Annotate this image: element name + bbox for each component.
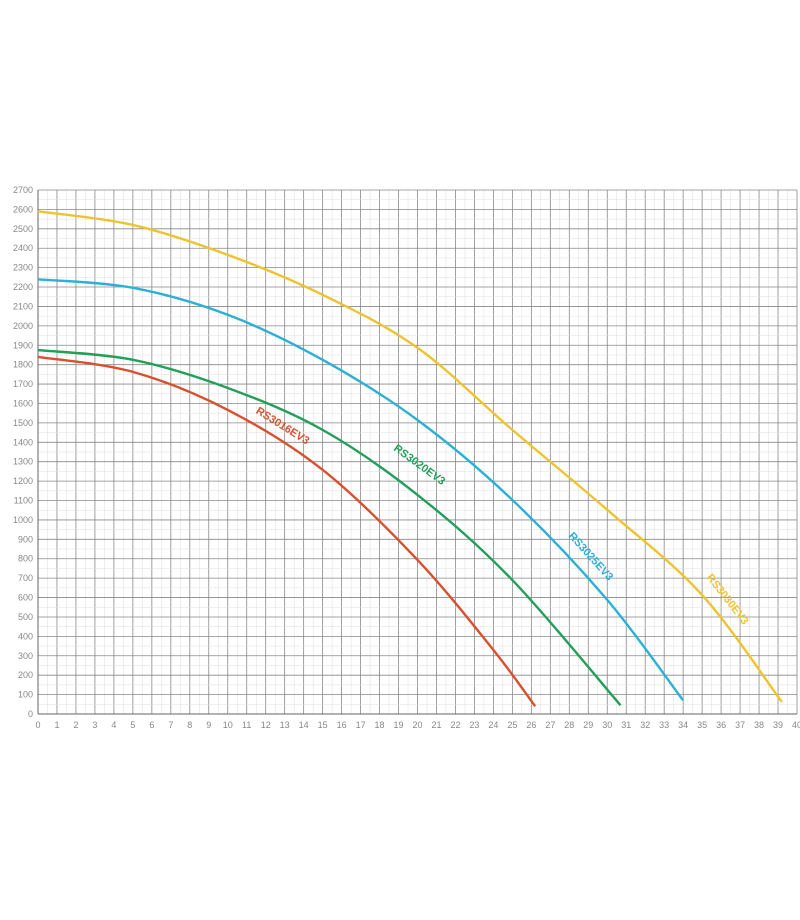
x-tick-label: 26 (526, 720, 536, 730)
y-tick-label: 1700 (13, 379, 33, 389)
x-tick-label: 21 (431, 720, 441, 730)
y-tick-label: 600 (18, 593, 33, 603)
x-tick-label: 37 (735, 720, 745, 730)
x-tick-label: 8 (187, 720, 192, 730)
x-tick-label: 6 (149, 720, 154, 730)
x-tick-label: 2 (73, 720, 78, 730)
series-label: RS3030EV3 (704, 572, 751, 627)
x-tick-label: 40 (792, 720, 800, 730)
x-tick-label: 11 (242, 720, 251, 730)
y-tick-label: 1500 (13, 418, 33, 428)
y-tick-label: 1600 (13, 398, 33, 408)
y-tick-label: 2500 (13, 224, 33, 234)
y-tick-label: 1100 (14, 496, 33, 506)
x-tick-label: 22 (450, 720, 460, 730)
x-tick-label: 15 (318, 720, 328, 730)
x-tick-label: 25 (507, 720, 517, 730)
x-tick-label: 12 (261, 720, 271, 730)
x-tick-label: 23 (469, 720, 479, 730)
y-tick-label: 1200 (13, 476, 33, 486)
x-tick-label: 20 (412, 720, 422, 730)
series-line-rs3020ev3 (37, 348, 622, 707)
y-tick-label: 100 (18, 690, 33, 700)
y-tick-label: 300 (18, 651, 33, 661)
x-tick-label: 35 (697, 720, 707, 730)
y-tick-label: 1000 (13, 515, 33, 525)
y-tick-label: 2400 (13, 243, 33, 253)
y-tick-label: 1900 (13, 340, 33, 350)
y-tick-label: 400 (18, 631, 33, 641)
x-tick-label: 14 (299, 720, 309, 730)
x-tick-label: 38 (754, 720, 764, 730)
y-tick-label: 0 (28, 709, 33, 719)
x-tick-label: 31 (621, 720, 631, 730)
x-tick-label: 1 (54, 720, 59, 730)
x-tick-label: 17 (356, 720, 366, 730)
y-tick-label: 2700 (13, 185, 33, 195)
x-tick-label: 39 (773, 720, 783, 730)
series-line-rs3025ev3 (37, 278, 685, 702)
x-tick-label: 24 (488, 720, 498, 730)
x-tick-label: 33 (659, 720, 669, 730)
x-tick-label: 29 (583, 720, 593, 730)
x-tick-label: 16 (337, 720, 347, 730)
y-tick-label: 1400 (13, 437, 33, 447)
x-tick-label: 34 (678, 720, 688, 730)
series-line-rs3016ev3 (37, 355, 537, 707)
y-tick-label: 200 (18, 670, 33, 680)
x-tick-label: 27 (545, 720, 555, 730)
x-tick-label: 32 (640, 720, 650, 730)
x-tick-label: 3 (92, 720, 97, 730)
y-tick-label: 2600 (13, 204, 33, 214)
x-tick-label: 13 (280, 720, 290, 730)
x-tick-label: 0 (35, 720, 40, 730)
x-tick-label: 4 (111, 720, 116, 730)
x-tick-label: 28 (564, 720, 574, 730)
x-tick-label: 10 (223, 720, 233, 730)
y-tick-label: 500 (18, 612, 33, 622)
x-tick-label: 19 (394, 720, 404, 730)
x-tick-label: 30 (602, 720, 612, 730)
x-tick-label: 7 (168, 720, 173, 730)
x-tick-label: 9 (206, 720, 211, 730)
y-tick-label: 800 (18, 554, 33, 564)
y-tick-label: 2300 (13, 263, 33, 273)
y-tick-label: 900 (18, 534, 33, 544)
series-label: RS3025EV3 (566, 530, 615, 583)
y-tick-label: 2000 (13, 321, 33, 331)
x-tick-label: 5 (130, 720, 135, 730)
y-tick-label: 2200 (13, 282, 33, 292)
x-tick-label: 36 (716, 720, 726, 730)
y-tick-label: 1300 (13, 457, 33, 467)
y-tick-label: 700 (18, 573, 33, 583)
series-line-rs3030ev3 (37, 210, 783, 703)
y-tick-label: 2100 (13, 301, 33, 311)
x-tick-label: 18 (375, 720, 385, 730)
y-tick-label: 1800 (13, 360, 33, 370)
